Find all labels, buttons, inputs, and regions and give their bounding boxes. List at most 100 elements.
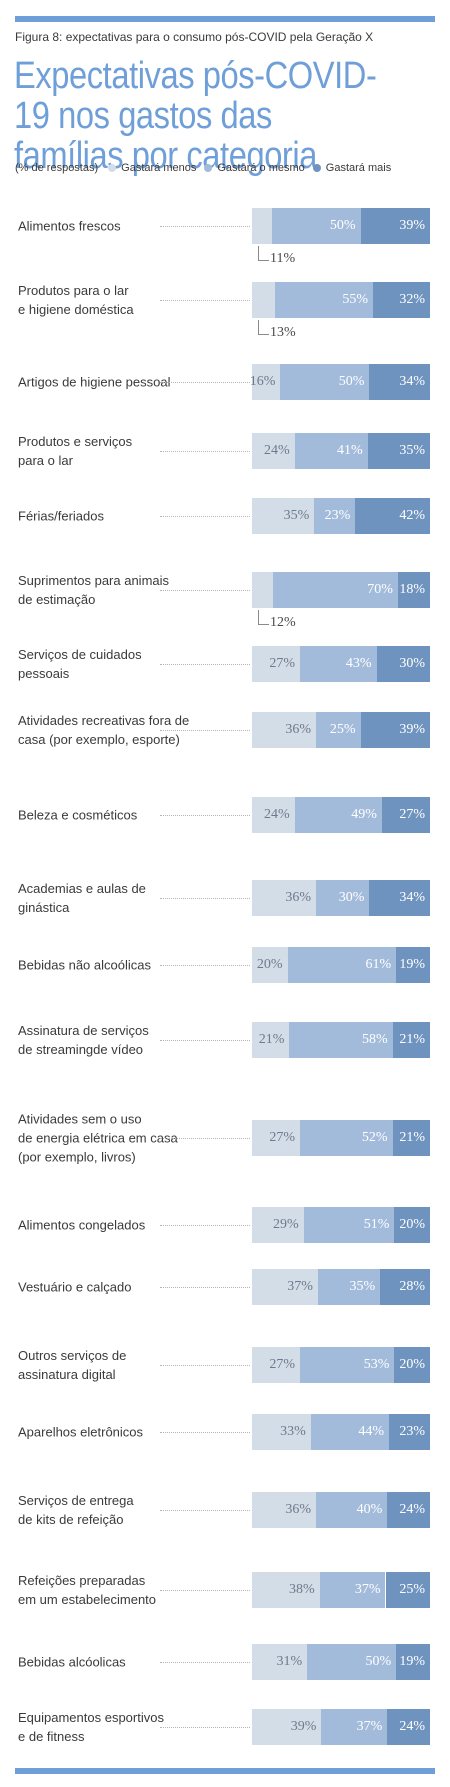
leader-line <box>160 664 250 665</box>
bar-value-label: 25% <box>329 722 356 737</box>
category-label-line: de kits de refeição <box>18 1512 124 1527</box>
leader-line <box>160 451 250 452</box>
bar-segment: 37% <box>252 1269 318 1305</box>
legend-entry-same: Gastará o mesmo <box>204 162 305 174</box>
leader-line <box>160 300 250 301</box>
category-label: Suprimentos para animais de estimação <box>18 571 208 609</box>
bar-value-label: 21% <box>258 1032 285 1047</box>
bar-segment: 43% <box>300 646 377 682</box>
bar-value-label: 43% <box>345 656 372 671</box>
bar-value-label: 21% <box>399 1130 425 1145</box>
bar-segment: 52% <box>300 1120 393 1156</box>
bar-value-label: 36% <box>285 890 312 905</box>
leader-line <box>160 590 250 591</box>
category-label-line: casa (por exemplo, esporte) <box>18 732 180 747</box>
bar-segment: 19% <box>396 947 430 983</box>
bar-value-label: 51% <box>363 1217 390 1232</box>
leader-line <box>160 382 250 383</box>
bar-value-label: 33% <box>280 1424 306 1439</box>
category-label-line: Vestuário e calçado <box>18 1279 132 1295</box>
bar-segment: 50% <box>307 1644 397 1680</box>
bar-value-label: 39% <box>399 722 425 737</box>
bar-segment: 42% <box>355 498 430 534</box>
bar-value-label: 35% <box>283 508 310 523</box>
bar-value-label: 29% <box>272 1217 299 1232</box>
bar-segment: 53% <box>300 1347 395 1383</box>
bar-segment: 18% <box>397 572 430 608</box>
bar-segment: 36% <box>252 880 317 916</box>
leader-line <box>160 1138 250 1139</box>
bar-value-label: 31% <box>276 1654 303 1669</box>
bar-value-label: 55% <box>342 292 369 307</box>
bar-value-label: 23% <box>324 508 351 523</box>
bottom-rule <box>15 1768 435 1774</box>
bar-segment: 24% <box>387 1492 430 1528</box>
bar-value-label: 20% <box>399 1357 425 1372</box>
bar-segment: 35% <box>317 1269 381 1305</box>
category-label-line: e higiene doméstica <box>18 302 134 317</box>
category-label-line: em um estabelecimento <box>18 1592 157 1607</box>
bar-value-label: 61% <box>365 957 392 972</box>
legend-entry-less: Gastará menos <box>108 162 196 174</box>
bar-segment: 34% <box>369 364 430 400</box>
bar-segment: 37% <box>321 1709 388 1745</box>
bar-segment: 55% <box>275 282 374 318</box>
category-label-line: Alimentos frescos <box>18 218 121 234</box>
bar-segment: 21% <box>252 1022 290 1058</box>
bar-value-label: 19% <box>399 957 425 972</box>
bar-segment: 24% <box>252 433 295 469</box>
category-label-line: Bebidas não alcoólicas <box>18 957 151 973</box>
bar-value-label: 37% <box>287 1279 313 1294</box>
category-label: Produtos e serviços para o lar <box>18 432 208 470</box>
category-label-line: e de fitness <box>18 1729 85 1744</box>
bar-value-label: 25% <box>399 1582 425 1597</box>
bar-value-label: 35% <box>349 1279 376 1294</box>
bar-value-label: 34% <box>399 890 425 905</box>
bar-segment: 32% <box>373 282 430 318</box>
category-label-line: de estimação <box>18 592 96 607</box>
bar-segment: 49% <box>294 797 382 833</box>
bar-value-label: 39% <box>399 218 425 233</box>
leader-line <box>160 226 250 227</box>
bar-value-label: 24% <box>399 1502 425 1517</box>
bar-segment: 58% <box>289 1022 393 1058</box>
bar-value-label: 35% <box>399 443 425 458</box>
bar-segment: 30% <box>376 646 430 682</box>
leader-line <box>160 1432 250 1433</box>
bar-segment <box>252 208 272 244</box>
callout-line <box>258 610 269 625</box>
leader-line <box>160 1662 250 1663</box>
bar-segment: 39% <box>360 208 430 244</box>
bar-segment: 39% <box>360 712 430 748</box>
leader-line <box>160 1225 250 1226</box>
bar-segment: 61% <box>287 947 397 983</box>
category-label: Vestuário e calçado <box>18 1278 208 1297</box>
bar-value-label: 37% <box>356 1719 383 1734</box>
bar-segment: 29% <box>252 1207 304 1243</box>
bar-segment: 44% <box>310 1414 390 1450</box>
bar-value-label: 44% <box>358 1424 385 1439</box>
category-label-line: Beleza e cosméticos <box>18 807 138 823</box>
category-label-line: de streamingde vídeo <box>18 1042 144 1057</box>
bar-segment: 31% <box>252 1644 308 1680</box>
bar-value-label: 36% <box>285 722 312 737</box>
bar-value-label: 24% <box>399 1719 425 1734</box>
bar-value-label: 27% <box>269 656 296 671</box>
bar-value-label: 18% <box>399 582 425 597</box>
category-label: Bebidas não alcoólicas <box>18 956 208 975</box>
bar-value-label: 24% <box>264 807 290 822</box>
bar-value-label: 28% <box>399 1279 425 1294</box>
category-label: Academias e aulas de ginástica <box>18 879 208 917</box>
bar-segment: 36% <box>252 1492 317 1528</box>
bar-value-label: 30% <box>399 656 425 671</box>
category-label: Produtos para o lar e higiene doméstica <box>18 281 208 319</box>
leader-line <box>160 898 250 899</box>
category-label: Serviços de entrega de kits de refeição <box>18 1491 208 1529</box>
category-label-line: Serviços de cuidados <box>18 647 142 662</box>
bar-value-label: 19% <box>399 1654 425 1669</box>
category-label-line: de energia elétrica em casa <box>18 1130 178 1146</box>
category-label-line: Academias e aulas de <box>18 881 146 896</box>
category-label: Alimentos congelados <box>18 1216 208 1235</box>
bar-value-label: 20% <box>256 957 283 972</box>
